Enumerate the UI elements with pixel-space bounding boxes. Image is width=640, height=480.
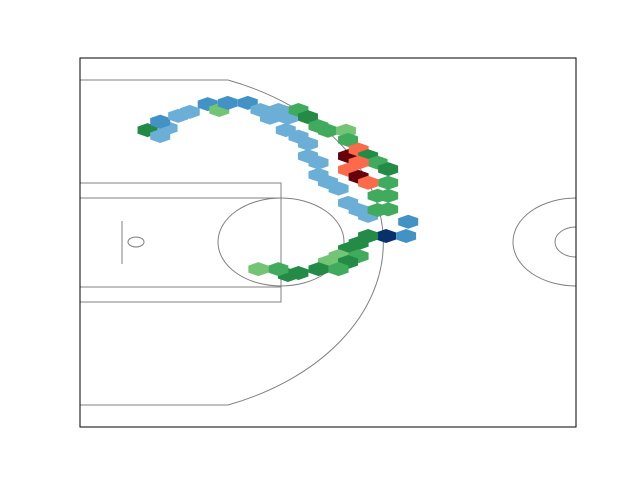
hexbin-cell [308, 155, 329, 170]
hoop [127, 236, 145, 248]
hexbin-cell [378, 162, 399, 177]
hexbin-cell [248, 262, 269, 277]
hexbin-cell [259, 110, 280, 125]
hexbin-cell [217, 95, 238, 110]
hexbin-cell [179, 104, 200, 119]
center-circle [512, 197, 576, 287]
hexbin-cell [396, 229, 417, 244]
hexbin-cell [378, 188, 399, 203]
hexbin-cell [328, 181, 349, 196]
hexbin-cell [358, 175, 379, 190]
hexbin-cell [268, 262, 289, 277]
hexbin-cell [348, 155, 369, 170]
hexbin-cell [308, 262, 329, 277]
hexbin-cell [318, 123, 338, 138]
center-circle-inner [554, 226, 576, 258]
plot-frame [79, 57, 577, 428]
hexbin-cell [378, 202, 399, 217]
lane-outer [80, 182, 282, 303]
hexbin-layer [137, 95, 419, 282]
hexbin-cell [378, 175, 399, 190]
hexbin-cell [297, 110, 318, 125]
hexbin-cell [297, 136, 318, 151]
hexbin-cell [338, 132, 359, 147]
hexbin-cell [376, 229, 397, 244]
free-throw-circle [217, 197, 345, 287]
hexbin-cell [150, 114, 171, 129]
hexbin-cell [328, 262, 349, 277]
hexbin-cell [398, 214, 419, 229]
